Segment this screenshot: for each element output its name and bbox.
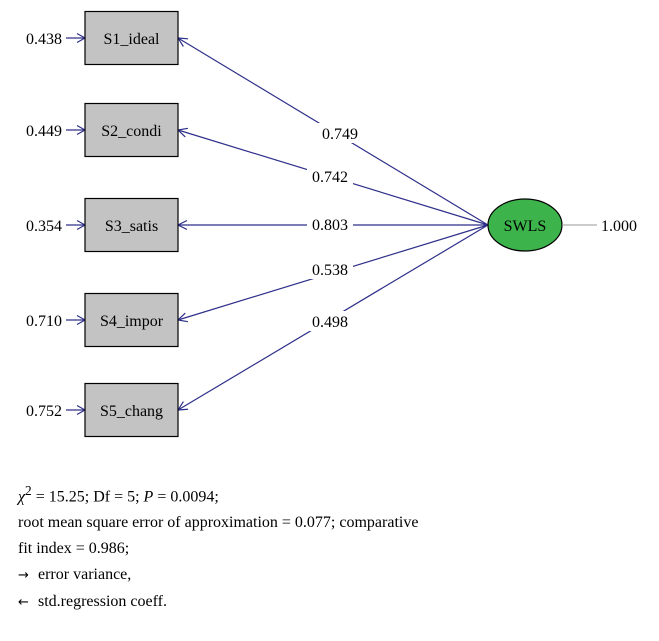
loading-label-background [307, 259, 353, 279]
arrowhead-icon [176, 37, 189, 47]
error-variance-value: 0.752 [26, 403, 62, 420]
indicator-box [84, 102, 179, 158]
legend-regression-coef: ← std.regression coeff. [18, 589, 418, 616]
error-variance-value: 0.449 [26, 123, 62, 140]
loading-value: 0.742 [312, 169, 348, 186]
legend-coef-text: std.regression coeff. [38, 593, 167, 611]
indicator-box [84, 197, 179, 253]
p-symbol: P [143, 488, 154, 506]
fit-statistics-notes: χ2 = 15.25; Df = 5; P = 0.0094; root mea… [18, 478, 418, 616]
legend-error-variance: → error variance, [18, 562, 418, 589]
latent-factor-label: SWLS [504, 218, 547, 235]
loading-label-background [307, 311, 353, 331]
loading-label-background [317, 123, 363, 143]
loading-label-background [307, 214, 353, 234]
arrowhead-icon [176, 401, 189, 411]
indicator-box [84, 10, 179, 66]
error-variance-arrows: 0.438 0.449 0.354 0.710 0.752 [26, 31, 87, 420]
right-arrow-icon: → [18, 568, 29, 584]
chi-symbol: χ [18, 488, 26, 506]
fit-line-1-text: = 15.25; Df = 5; [31, 488, 144, 506]
error-variance-value: 0.354 [26, 218, 62, 235]
fit-line-3: fit index = 0.986; [18, 540, 130, 558]
loading-labels: 0.749 0.742 0.803 0.538 0.498 [307, 123, 363, 331]
indicator-label: S5_chang [100, 403, 163, 420]
legend-error-text: error variance, [38, 566, 132, 584]
latent-variance-value: 1.000 [601, 218, 637, 235]
indicator-box [84, 382, 179, 438]
loading-value: 0.803 [312, 217, 348, 234]
indicator-box [84, 292, 179, 348]
loading-value: 0.749 [322, 126, 358, 143]
p-value: = 0.0094; [153, 488, 219, 506]
indicator-label: S3_satis [105, 218, 158, 235]
left-arrow-icon: ← [18, 595, 29, 611]
loading-value: 0.498 [312, 314, 348, 331]
sem-path-diagram: 0.438 0.449 0.354 0.710 0.752 S1_ideal S2_con… [26, 10, 637, 438]
indicator-label: S1_ideal [104, 31, 161, 48]
fit-line-1: χ2 = 15.25; Df = 5; P = 0.0094; [18, 478, 418, 510]
indicator-label: S4_impor [100, 313, 164, 330]
fit-line-2: root mean square error of approximation … [18, 514, 419, 532]
chi-power: 2 [25, 483, 32, 498]
loading-label-background [307, 166, 353, 186]
indicator-label: S2_condi [101, 123, 162, 140]
indicator-boxes: S1_ideal S2_condi S3_satis S4_impor S5_chang [84, 10, 179, 438]
error-variance-value: 0.438 [26, 31, 62, 48]
loading-value: 0.538 [312, 262, 348, 279]
error-variance-value: 0.710 [26, 313, 62, 330]
